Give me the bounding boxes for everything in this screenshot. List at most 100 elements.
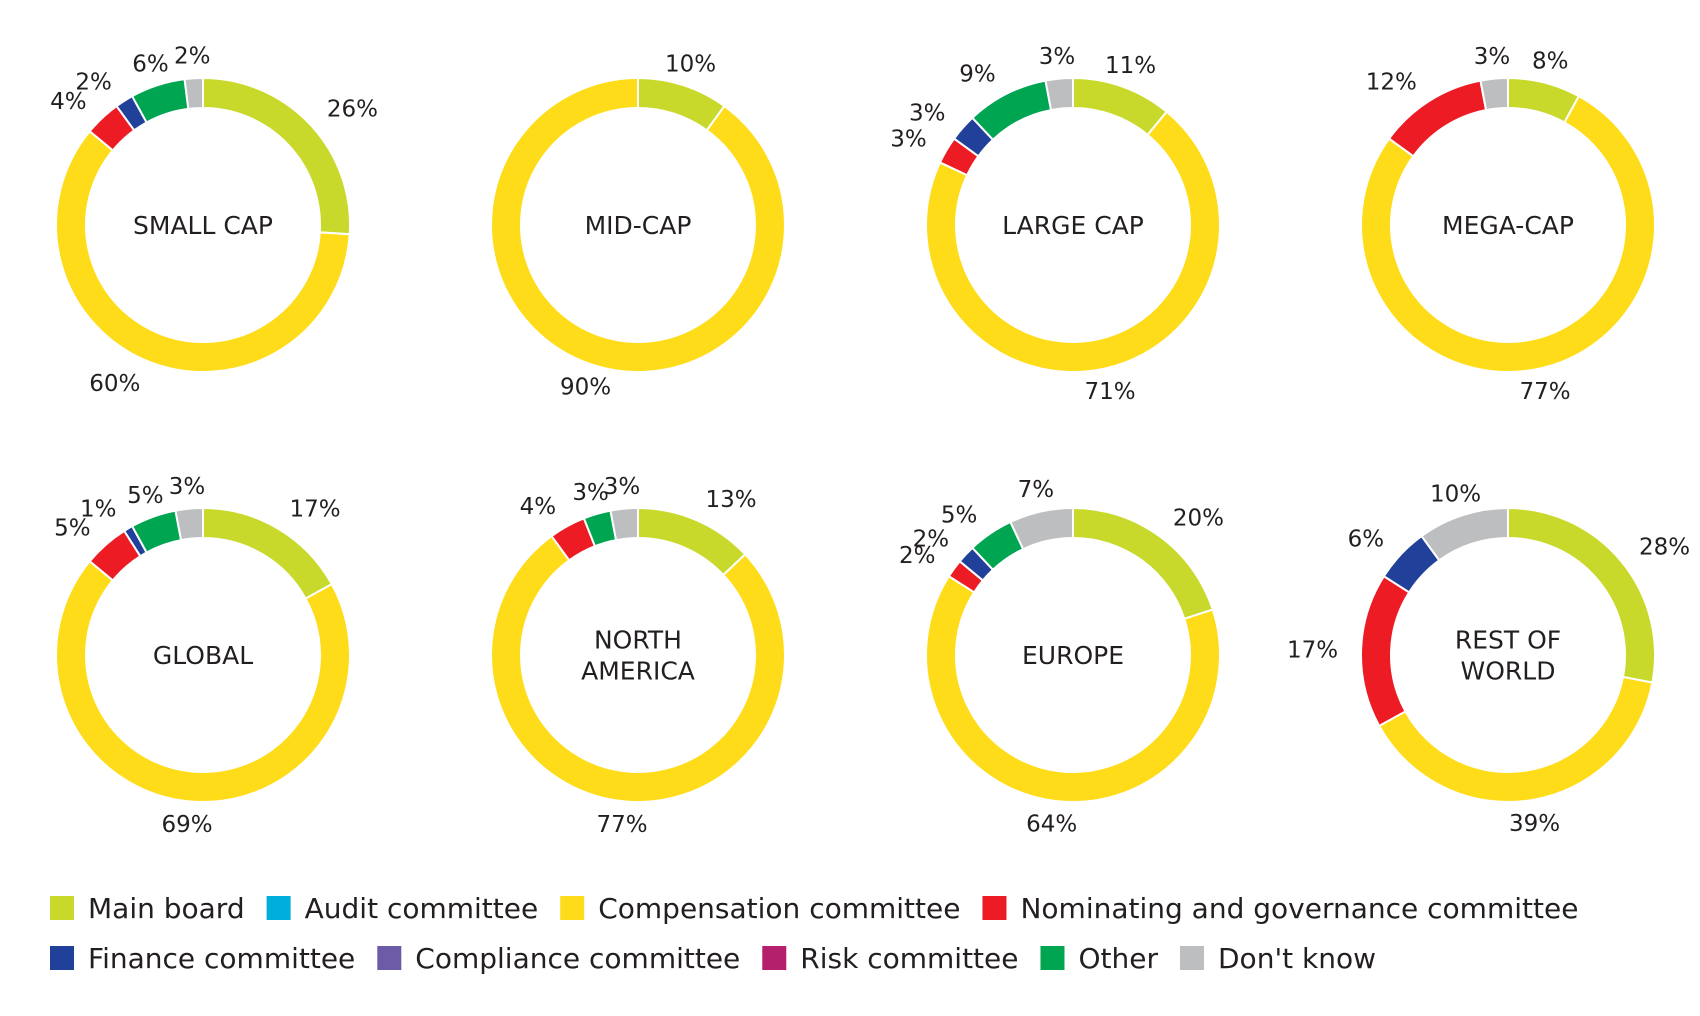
donut-center-label: EUROPE bbox=[1022, 641, 1124, 670]
donut-mega-cap: 8% 77% 12% 3% MEGA-CAP bbox=[1360, 44, 1656, 405]
donut-slice-don-t-know bbox=[609, 506, 639, 542]
legend-label: Audit committee bbox=[305, 892, 539, 925]
legend-swatch bbox=[50, 946, 74, 970]
donut-large-cap: 11%71%3%3%9%3%LARGE CAP bbox=[890, 44, 1221, 405]
donut-mid-cap: 10% 90% MID-CAP bbox=[490, 51, 786, 401]
legend-label: Other bbox=[1078, 942, 1158, 975]
legend-label: Compliance committee bbox=[415, 942, 740, 975]
donut-slice-don-t-know bbox=[1009, 506, 1074, 551]
legend-item-don-t-know: Don't know bbox=[1180, 942, 1376, 975]
slice-value-label: 11% bbox=[1105, 53, 1156, 79]
slice-value-label: 3% bbox=[572, 480, 609, 506]
slice-value-label: 77% bbox=[596, 812, 647, 838]
slice-value-label: 17% bbox=[290, 497, 341, 523]
donut-center-label: REST OF bbox=[1455, 626, 1561, 655]
donut-center-label: LARGE CAP bbox=[1002, 211, 1144, 240]
donuts-layer: 26%60%4%2%6% 2%SMALL CAP10%90%MID-CAP11%7… bbox=[50, 43, 1690, 838]
legend-swatch bbox=[1180, 946, 1204, 970]
slice-value-label: 3% bbox=[1039, 44, 1076, 70]
slice-value-label: 3% bbox=[909, 101, 946, 127]
legend-item-finance-committee: Finance committee bbox=[50, 942, 355, 975]
donut-small-cap: 26%60%4%2%6% 2%SMALL CAP bbox=[50, 43, 378, 397]
donut-slice-compensation-committee bbox=[1360, 94, 1656, 373]
slice-value-label: 1% bbox=[80, 497, 117, 523]
slice-value-label: 5% bbox=[54, 516, 91, 542]
legend-item-audit-committee: Audit committee bbox=[266, 892, 539, 925]
slice-value-label: 3% bbox=[604, 474, 641, 500]
legend-item-risk-committee: Risk committee bbox=[762, 942, 1018, 975]
legend-label: Don't know bbox=[1218, 942, 1376, 975]
legend-swatch bbox=[560, 896, 585, 920]
slice-value-label: 20% bbox=[1173, 506, 1224, 532]
slice-value-label: 8% bbox=[1532, 48, 1569, 74]
donut-center-label: MID-CAP bbox=[585, 211, 692, 240]
slice-value-label: 3% bbox=[169, 474, 206, 500]
slice-value-label: 10% bbox=[665, 51, 716, 77]
slice-value-label: 60% bbox=[89, 371, 140, 397]
slice-value-label: 2% bbox=[913, 527, 950, 553]
legend-item-nominating-and-governance-committee: Nominating and governance committee bbox=[982, 892, 1578, 925]
legend-swatch bbox=[762, 946, 787, 970]
slice-value-label: 17% bbox=[1287, 638, 1338, 664]
slice-value-label: 6% bbox=[132, 51, 169, 77]
slice-value-label: 26% bbox=[327, 97, 378, 123]
legend-swatch bbox=[50, 896, 74, 920]
legend-item-main-board: Main board bbox=[50, 892, 245, 925]
legend-label: Nominating and governance committee bbox=[1020, 892, 1578, 925]
donut-slice-nominating-and-governance-committee bbox=[1360, 574, 1411, 728]
slice-value-label: 5% bbox=[127, 483, 164, 509]
slice-value-label: 3% bbox=[890, 127, 927, 153]
donut-slice-don-t-know bbox=[1044, 76, 1074, 112]
slice-value-label: 39% bbox=[1509, 811, 1560, 837]
donut-slice-main-board bbox=[637, 506, 747, 577]
donut-slice-don-t-know bbox=[1479, 76, 1509, 112]
legend-label: Main board bbox=[88, 892, 245, 925]
donut-slice-don-t-know bbox=[183, 76, 204, 111]
donut-slice-other bbox=[970, 79, 1053, 142]
legend-label: Finance committee bbox=[88, 942, 355, 975]
donut-slice-compensation-committee bbox=[55, 129, 351, 373]
slice-value-label: 4% bbox=[520, 494, 557, 520]
slice-value-label: 6% bbox=[1348, 527, 1385, 553]
legend-swatch bbox=[266, 896, 291, 920]
slice-value-label: 7% bbox=[1018, 477, 1055, 503]
legend-label: Compensation committee bbox=[598, 892, 960, 925]
donut-slice-compensation-committee bbox=[925, 574, 1221, 803]
legend-swatch bbox=[377, 946, 402, 970]
donut-slice-compensation-committee bbox=[925, 110, 1221, 373]
legend-item-other: Other bbox=[1040, 942, 1158, 975]
legend: Main board Audit committee Compensation co… bbox=[50, 892, 1578, 975]
slice-value-label: 5% bbox=[941, 502, 978, 528]
donut-slice-don-t-know bbox=[1420, 506, 1509, 562]
slice-value-label: 2% bbox=[899, 543, 936, 569]
legend-swatch bbox=[982, 896, 1007, 920]
slice-value-label: 77% bbox=[1520, 379, 1571, 405]
slice-value-label: 10% bbox=[1430, 481, 1481, 507]
slice-value-label: 12% bbox=[1366, 70, 1417, 96]
donut-slice-don-t-know bbox=[174, 506, 204, 542]
slice-value-label: 13% bbox=[706, 487, 757, 513]
slice-value-label: 3% bbox=[1474, 44, 1511, 70]
legend-label: Risk committee bbox=[800, 942, 1018, 975]
donut-center-label: WORLD bbox=[1461, 657, 1556, 686]
donut-slice-compensation-committee bbox=[490, 76, 786, 373]
legend-item-compliance-committee: Compliance committee bbox=[377, 942, 740, 975]
donut-europe: 20% 64% 2%2%5% 7% EUROPE bbox=[899, 477, 1224, 838]
slice-value-label: 2% bbox=[75, 70, 112, 96]
donut-global: 17%69%5%1%5% 3%GLOBAL bbox=[54, 474, 351, 838]
donut-center-label: AMERICA bbox=[581, 657, 695, 686]
slice-value-label: 64% bbox=[1026, 812, 1077, 838]
legend-swatch bbox=[1040, 946, 1065, 970]
slice-value-label: 69% bbox=[161, 812, 212, 838]
slice-value-label: 9% bbox=[959, 62, 996, 88]
legend-item-compensation-committee: Compensation committee bbox=[560, 892, 960, 925]
slice-value-label: 4% bbox=[50, 89, 87, 115]
slice-value-label: 71% bbox=[1085, 379, 1136, 405]
donut-center-label: NORTH bbox=[594, 626, 682, 655]
slice-value-label: 28% bbox=[1639, 535, 1690, 561]
donut-slice-compensation-committee bbox=[55, 559, 351, 803]
donut-slice-compensation-committee bbox=[490, 534, 786, 803]
